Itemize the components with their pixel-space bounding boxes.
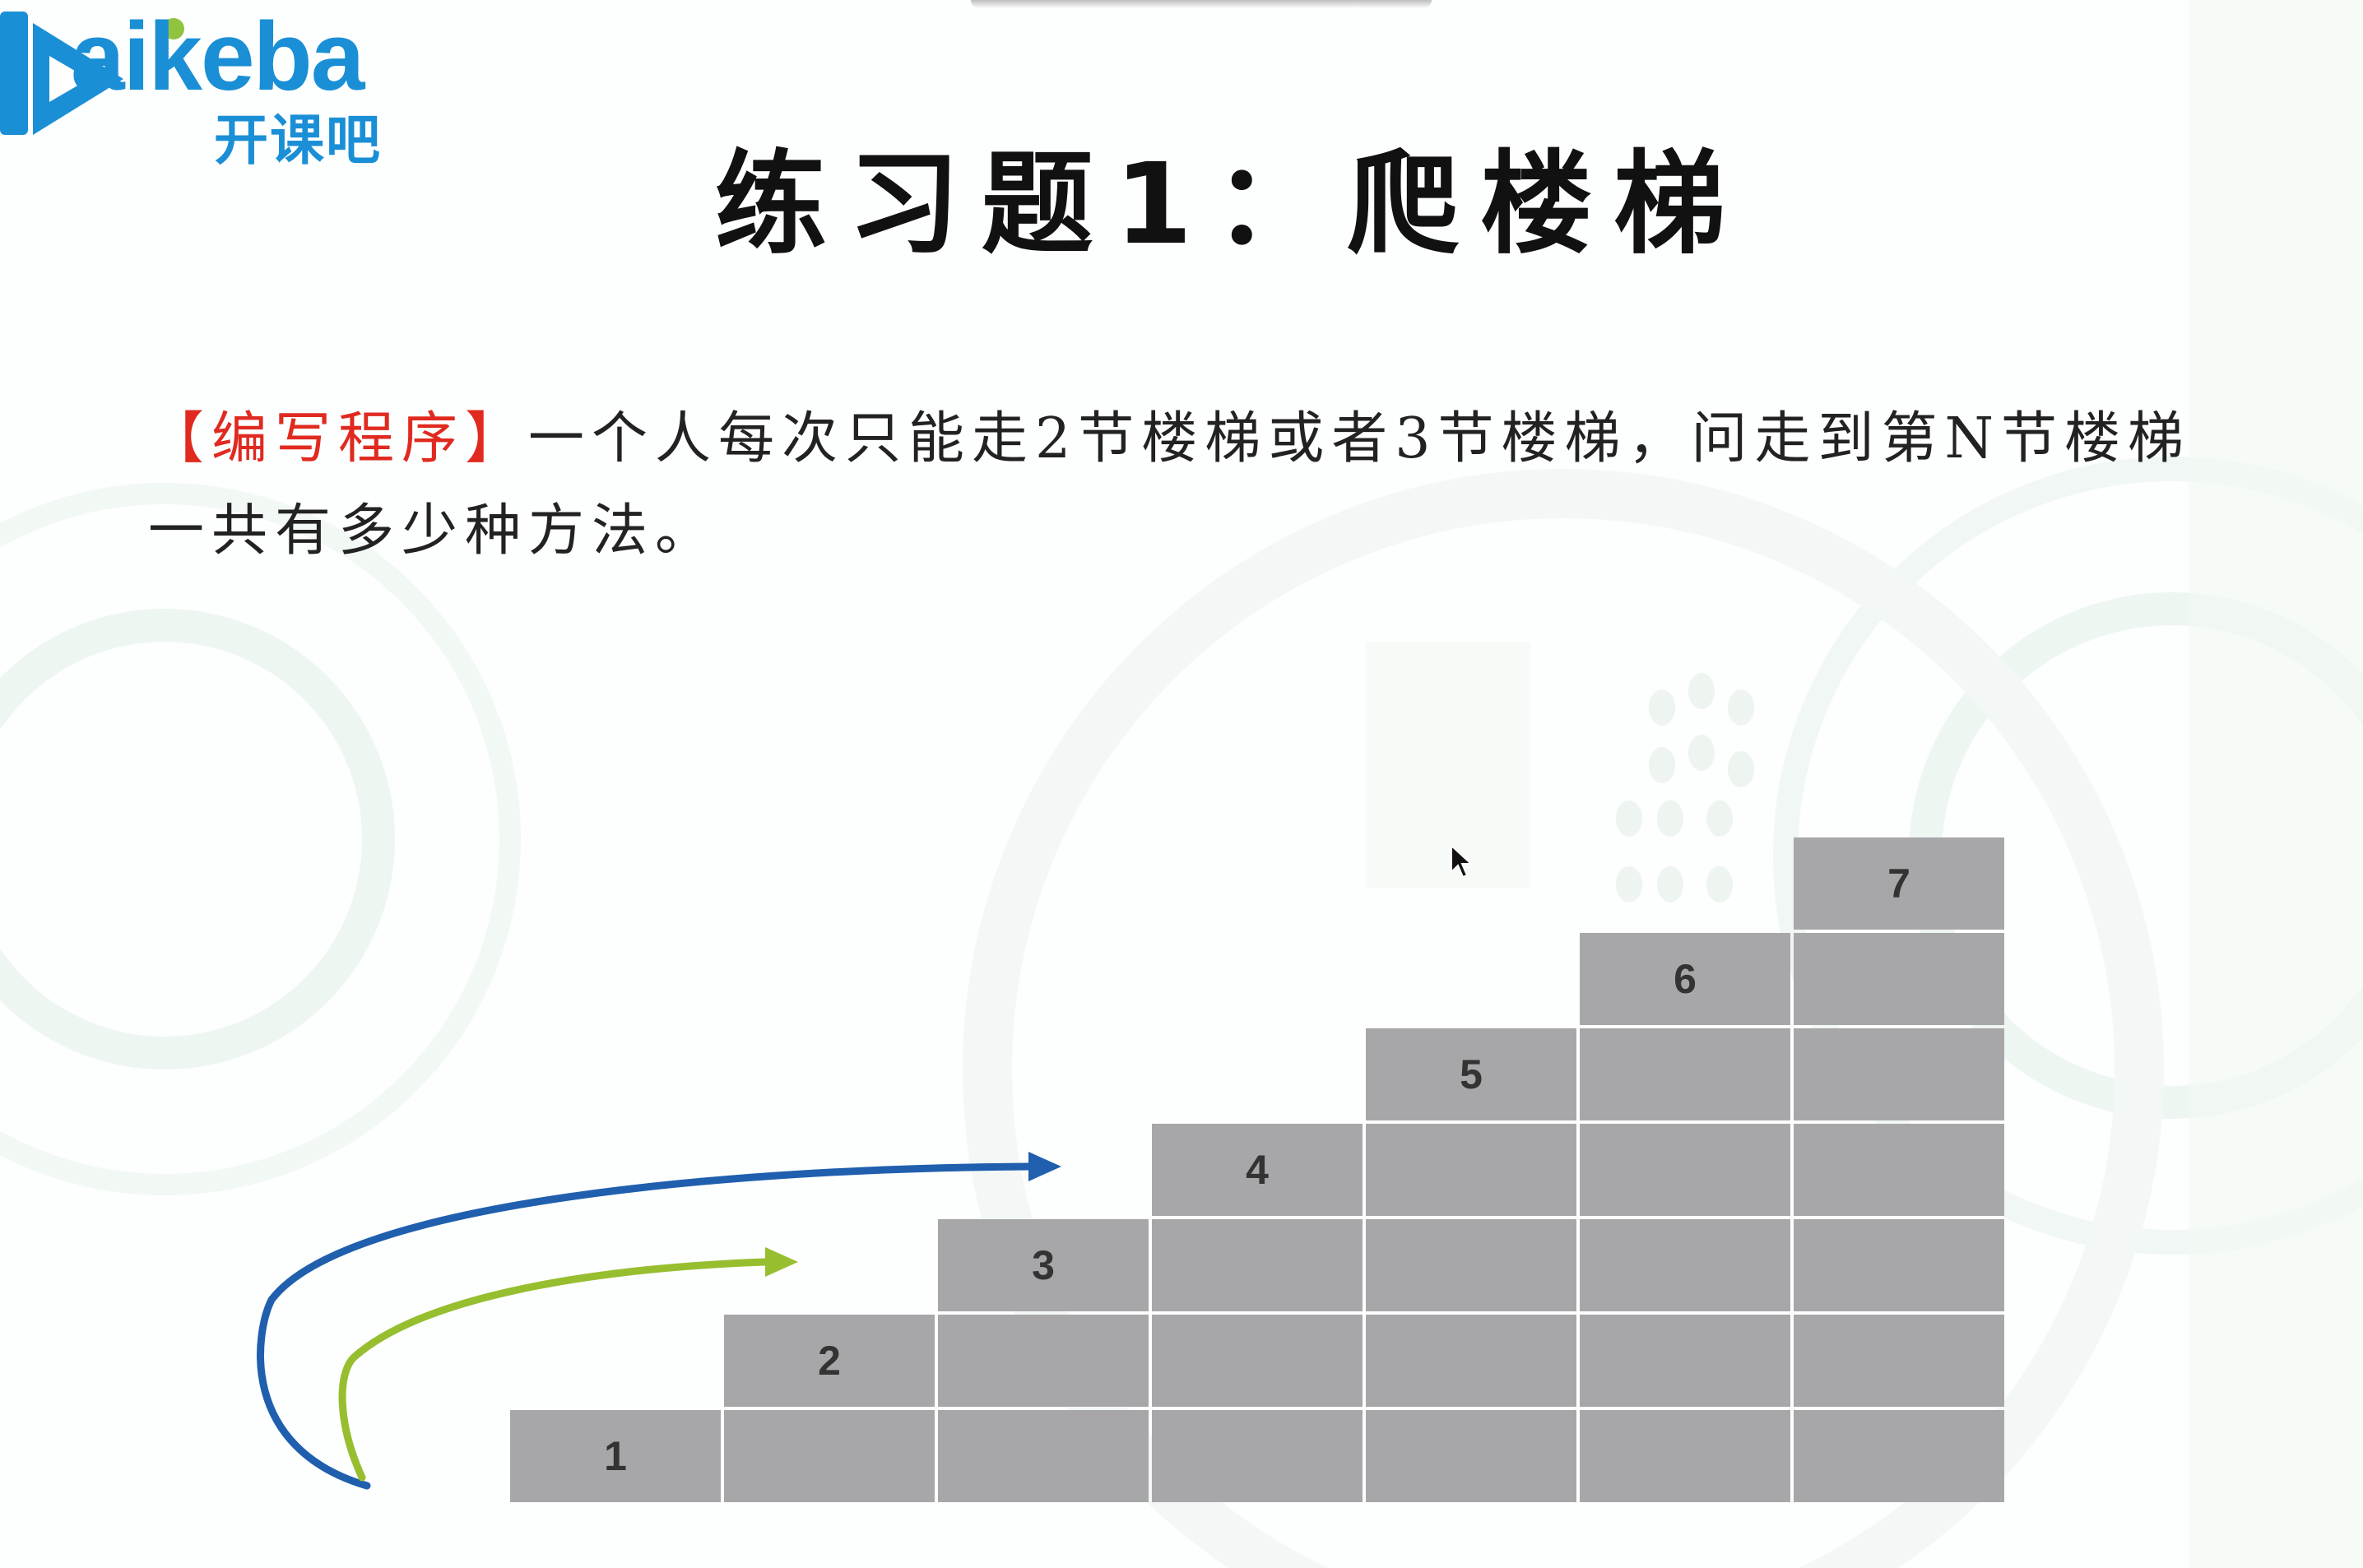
stair-cell (1366, 1124, 1576, 1216)
stair-cell (1580, 1124, 1790, 1216)
problem-statement: 【编写程序】一个人每次只能走2节楼梯或者3节楼梯，问走到第N节楼梯一共有多少种方… (148, 393, 2254, 578)
logo-dot-icon (163, 18, 184, 39)
stair-cell (1580, 1315, 1790, 1407)
stair-label-4: 4 (1246, 1147, 1269, 1193)
blue-jump-arrow (257, 1162, 1033, 1490)
green-jump-arrow (338, 1258, 769, 1482)
kaikeba-logo: aikeba 开课吧 (0, 0, 428, 181)
stair-cell (510, 1410, 721, 1502)
top-shadow (971, 0, 1432, 8)
stair-cell (1580, 1028, 1790, 1120)
stair-label-1: 1 (604, 1433, 627, 1479)
stair-cell (1794, 1028, 2004, 1120)
stair-cell (1366, 1315, 1576, 1407)
stair-cell (1152, 1124, 1363, 1216)
stair-cell (1794, 1124, 2004, 1216)
stair-cell (1794, 933, 2004, 1025)
logo-text-cn: 开课吧 (214, 109, 382, 172)
stair-cell (1794, 1315, 2004, 1407)
problem-text: 一个人每次只能走2节楼梯或者3节楼梯，问走到第N节楼梯一共有多少种方法。 (148, 406, 2192, 564)
stair-cell (1366, 1219, 1576, 1311)
stair-cell (1152, 1315, 1363, 1407)
logo-play-k-icon (0, 12, 123, 135)
stair-cell (938, 1315, 1149, 1407)
cursor-arrow-icon (1451, 844, 1474, 879)
stair-cell (1794, 837, 2004, 930)
stair-cell (1580, 933, 1790, 1025)
stair-label-5: 5 (1460, 1051, 1483, 1097)
logo-text-en: aikeba (71, 2, 364, 111)
stair-label-6: 6 (1674, 956, 1697, 1002)
stair-cell (1366, 1410, 1576, 1502)
slide-title: 练习题1：爬楼梯 (0, 138, 2363, 272)
stair-label-7: 7 (1887, 861, 1910, 907)
stair-cell (1580, 1219, 1790, 1311)
slide-title-text: 练习题1：爬楼梯 (714, 140, 1748, 270)
stair-cell (724, 1410, 935, 1502)
stair-label-3: 3 (1032, 1242, 1055, 1288)
stair-label-2: 2 (818, 1338, 841, 1384)
stair-cell (1794, 1410, 2004, 1502)
green-arrow-head-icon (765, 1247, 798, 1277)
stair-cell (938, 1410, 1149, 1502)
problem-tag: 【编写程序】 (148, 406, 529, 471)
stair-cell (938, 1219, 1149, 1311)
stair-cell (1794, 1219, 2004, 1311)
stair-cell (1152, 1410, 1363, 1502)
stair-cell (1366, 1028, 1576, 1120)
blue-arrow-head-icon (1028, 1152, 1061, 1181)
stair-cell (1580, 1410, 1790, 1502)
stair-cell (724, 1315, 935, 1407)
stair-cell (1152, 1219, 1363, 1311)
